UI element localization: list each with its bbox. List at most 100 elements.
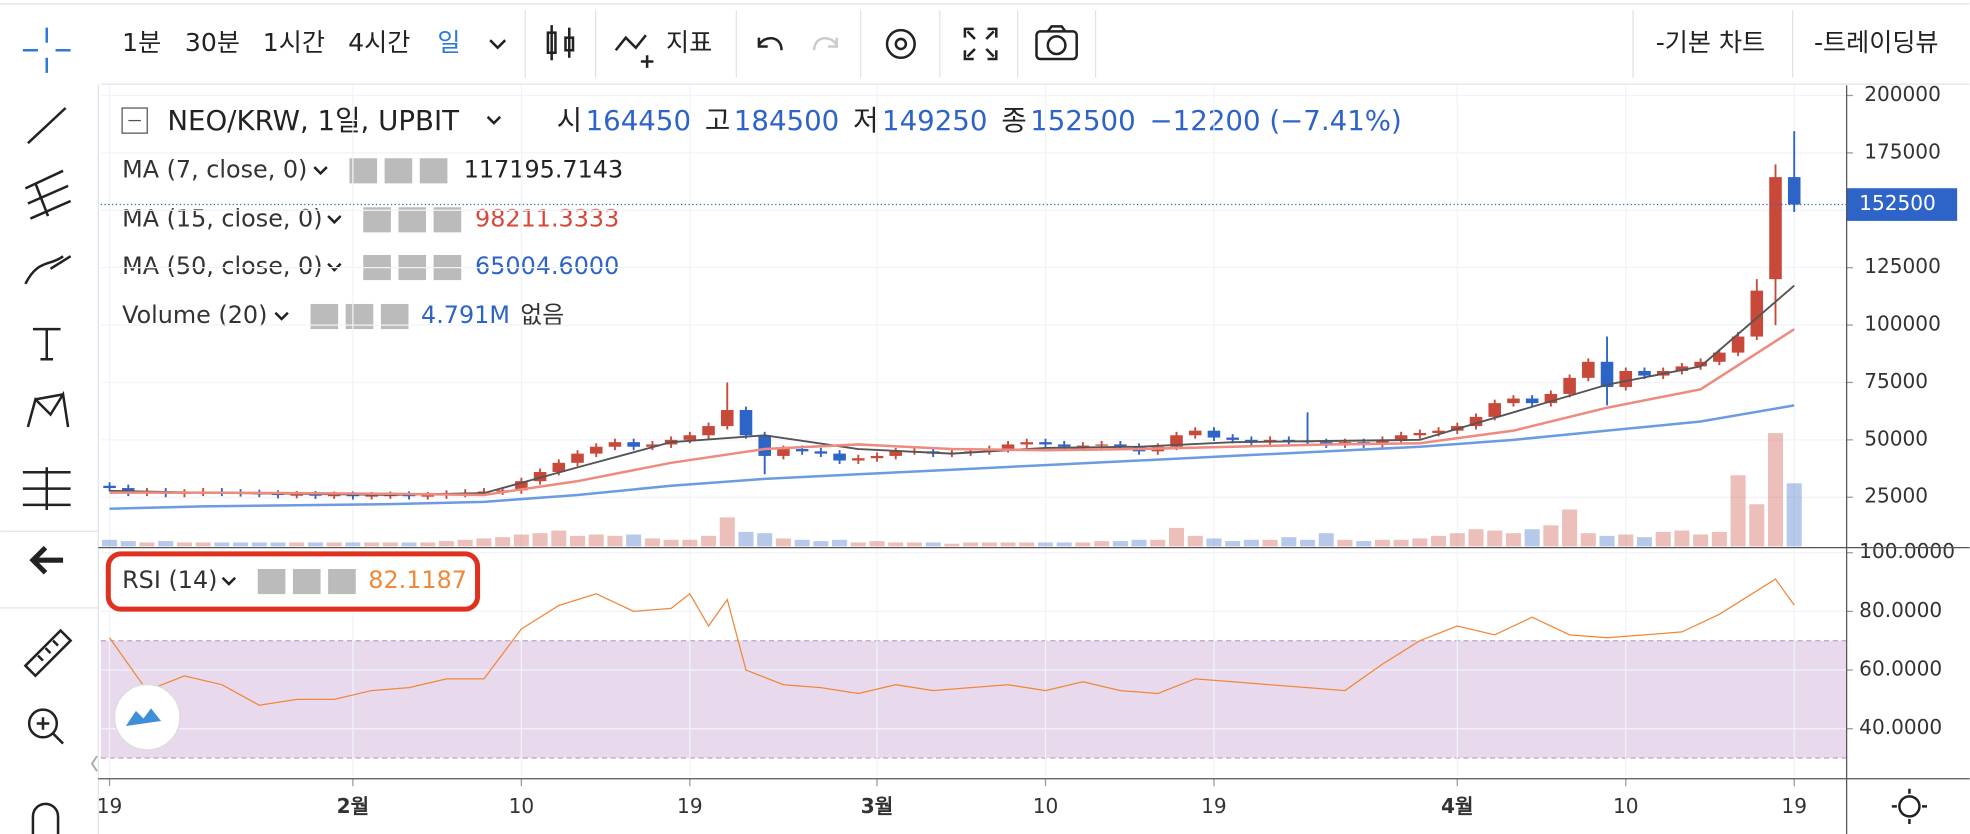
collapse-handle[interactable] (90, 755, 98, 772)
back-tool[interactable] (29, 545, 64, 575)
volume-bar (588, 534, 604, 547)
volume-bar (345, 542, 361, 547)
rsi-line (109, 578, 1795, 706)
interval-active[interactable]: 일 (437, 28, 460, 57)
chart-type-icon[interactable] (546, 25, 575, 61)
crosshair-tool[interactable] (22, 27, 71, 73)
volume-bar (1300, 539, 1316, 547)
volume-bar (1075, 542, 1091, 547)
interval[interactable]: 1분 (122, 28, 161, 57)
symbol[interactable]: NEO/KRW, 1일, UPBIT (167, 104, 459, 137)
candle-body (103, 485, 116, 489)
fullscreen[interactable] (963, 27, 998, 61)
y-tick-label: 75000 (1864, 369, 1928, 393)
volume-bar (457, 539, 473, 547)
candle-body (1095, 444, 1108, 446)
candle-body (608, 442, 622, 447)
x-tick-label: 19 (97, 794, 123, 818)
indicator-name[interactable]: Volume (20) (122, 301, 267, 329)
screenshot[interactable] (1035, 25, 1078, 61)
indicator-icon[interactable] (614, 34, 654, 68)
dropdown[interactable] (313, 166, 328, 176)
volume-bar (1168, 527, 1185, 547)
indicator-name[interactable]: MA (15, close, 0) (122, 204, 322, 232)
candle-body (1170, 435, 1183, 447)
candle-body (795, 449, 809, 452)
candle-body (477, 491, 491, 493)
candle-body (852, 458, 865, 461)
settings[interactable] (885, 28, 916, 60)
axis-settings[interactable] (1891, 788, 1928, 824)
magnet-tool[interactable] (31, 802, 60, 834)
symbol-dropdown[interactable] (486, 115, 502, 125)
x-tick-label: 2월 (337, 794, 369, 818)
candle-body (1787, 177, 1801, 205)
volume-bar (1262, 539, 1278, 547)
ohlc-value: 184500 (734, 104, 839, 137)
interval[interactable]: 1시간 (263, 28, 325, 57)
volume-bar (270, 542, 286, 547)
candle-body (327, 494, 341, 497)
dropdown[interactable] (327, 215, 342, 225)
volume-bar (1037, 542, 1054, 547)
indicator-buttons[interactable] (349, 158, 448, 184)
volume-bar (1187, 535, 1203, 547)
measure-tool[interactable] (22, 467, 71, 510)
pattern-tool[interactable] (26, 390, 70, 428)
volume-bar (981, 542, 997, 547)
logo-mark (125, 708, 162, 726)
candle-body (1694, 361, 1707, 367)
volume-bar (1505, 533, 1521, 547)
volume-bar (1543, 525, 1559, 547)
volume-bar (195, 542, 211, 547)
volume-bar (1431, 535, 1447, 547)
volume-bar (1487, 530, 1503, 547)
x-tick-label: 10 (1033, 794, 1059, 818)
volume-bar (233, 542, 249, 547)
indicator-name[interactable]: MA (50, close, 0) (122, 252, 322, 280)
volume-bar (1767, 433, 1784, 547)
indicator-name[interactable]: MA (7, close, 0) (122, 155, 307, 183)
interval-dropdown[interactable] (489, 39, 507, 50)
volume-bar (813, 541, 829, 547)
candle-body (1600, 361, 1614, 388)
candle-body (1001, 444, 1015, 450)
ohlc-label: 시 (557, 104, 582, 137)
volume-bar (1655, 531, 1671, 547)
redo[interactable] (812, 37, 839, 51)
zoom-tool[interactable] (27, 708, 64, 745)
indicator-buttons[interactable] (257, 568, 356, 595)
collapse-button[interactable] (121, 107, 148, 134)
brush-tool[interactable] (24, 255, 72, 285)
dropdown[interactable] (274, 311, 289, 321)
text-tool[interactable] (32, 327, 61, 361)
dropdown[interactable] (221, 576, 237, 586)
interval[interactable]: 30분 (185, 28, 240, 57)
volume-bar (102, 539, 118, 547)
candle-body (777, 449, 790, 456)
ruler-tool[interactable] (23, 628, 73, 678)
volume-bar (663, 539, 679, 547)
layout-button[interactable]: -기본 차트 (1656, 28, 1765, 57)
volume-bar (607, 535, 623, 547)
change: −12200 (−7.41%) (1150, 104, 1402, 137)
dropdown[interactable] (327, 262, 342, 272)
ohlc-label: 종 (1001, 104, 1026, 137)
interval[interactable]: 4시간 (348, 28, 410, 57)
candle-body (1713, 352, 1726, 362)
y-tick-label: 60.0000 (1859, 657, 1942, 681)
layout-button[interactable]: -트레이딩뷰 (1814, 28, 1939, 57)
candle-body (1619, 370, 1633, 388)
logo[interactable] (113, 683, 181, 751)
candle-body (1188, 430, 1202, 436)
volume-bar (944, 543, 960, 547)
undo[interactable] (757, 37, 783, 51)
pitchfork-tool[interactable] (24, 169, 72, 220)
indicator-name[interactable]: RSI (14) (122, 566, 217, 594)
trendline-tool[interactable] (27, 107, 67, 145)
candle-body (720, 410, 734, 427)
volume-bar (1225, 541, 1241, 547)
indicator-buttons[interactable] (363, 207, 462, 233)
indicators-button[interactable]: 지표 (666, 28, 712, 57)
